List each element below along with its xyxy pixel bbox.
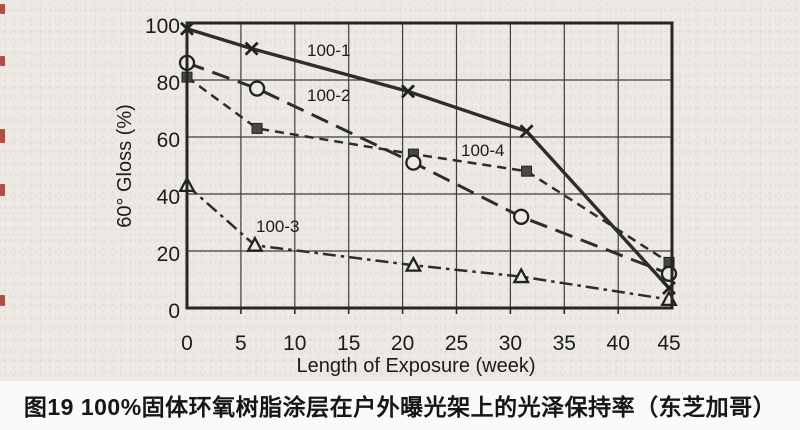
y-tick-label: 0 <box>168 300 180 323</box>
circle-marker <box>513 208 530 225</box>
x-tick-label: 30 <box>499 332 522 355</box>
series-line-100-3 <box>186 184 670 301</box>
red-edge-mark <box>0 184 5 196</box>
x-marker <box>244 41 259 56</box>
series-label-100-4: 100-4 <box>461 141 504 160</box>
x-tick-label: 25 <box>445 332 468 355</box>
square-marker <box>251 122 263 134</box>
circle-marker <box>405 154 422 171</box>
series-label-100-2: 100-2 <box>307 86 350 105</box>
series-label-100-3: 100-3 <box>256 217 299 236</box>
x-tick-label: 35 <box>553 332 576 355</box>
y-axis-title: 60° Gloss (%) <box>114 104 136 228</box>
x-tick-label: 0 <box>181 332 193 355</box>
red-edge-mark <box>0 56 5 66</box>
triangle-marker <box>512 267 530 284</box>
y-tick-label: 100 <box>145 15 180 38</box>
x-tick-label: 45 <box>657 332 680 355</box>
caption-band: 图19 100%固体环氧树脂涂层在户外曝光架上的光泽保持率（东芝加哥） <box>0 381 800 430</box>
x-tick-label: 5 <box>235 332 247 355</box>
x-axis-title: Length of Exposure (week) <box>296 355 535 377</box>
figure-caption: 图19 100%固体环氧树脂涂层在户外曝光架上的光泽保持率（东芝加哥） <box>23 394 777 420</box>
plot-border <box>185 21 674 310</box>
series-100-2: 100-2 <box>178 54 678 282</box>
series-label-100-1: 100-1 <box>307 41 350 60</box>
series-100-1: 100-1 <box>180 21 676 296</box>
series-100-3: 100-3 <box>178 175 678 307</box>
circle-marker <box>248 80 266 97</box>
red-edge-mark <box>0 295 5 306</box>
red-edge-mark <box>0 4 5 14</box>
gloss-retention-chart: 100-3 100-4 100-2 100-1 0 5 10 15 20 25 30 35 40 45 0 2… <box>114 15 681 377</box>
triangle-marker <box>404 255 423 272</box>
y-tick-label: 20 <box>157 243 180 266</box>
red-edge-mark <box>0 129 5 143</box>
x-tick-label: 10 <box>283 332 306 355</box>
x-tick-label: 40 <box>607 332 630 355</box>
y-tick-label: 60 <box>157 129 180 152</box>
circle-marker <box>660 265 678 282</box>
y-axis-tick-labels: 0 20 40 60 80 100 <box>145 15 180 323</box>
x-tick-label: 15 <box>337 332 360 355</box>
grid-lines <box>187 23 672 308</box>
square-marker <box>521 165 533 177</box>
x-tick-label: 20 <box>391 332 414 355</box>
x-marker <box>519 124 534 139</box>
y-tick-label: 80 <box>157 72 180 95</box>
x-marker <box>401 84 415 99</box>
y-tick-label: 40 <box>157 186 180 209</box>
x-axis-tick-labels: 0 5 10 15 20 25 30 35 40 45 <box>181 332 681 355</box>
triangle-marker <box>246 235 264 252</box>
